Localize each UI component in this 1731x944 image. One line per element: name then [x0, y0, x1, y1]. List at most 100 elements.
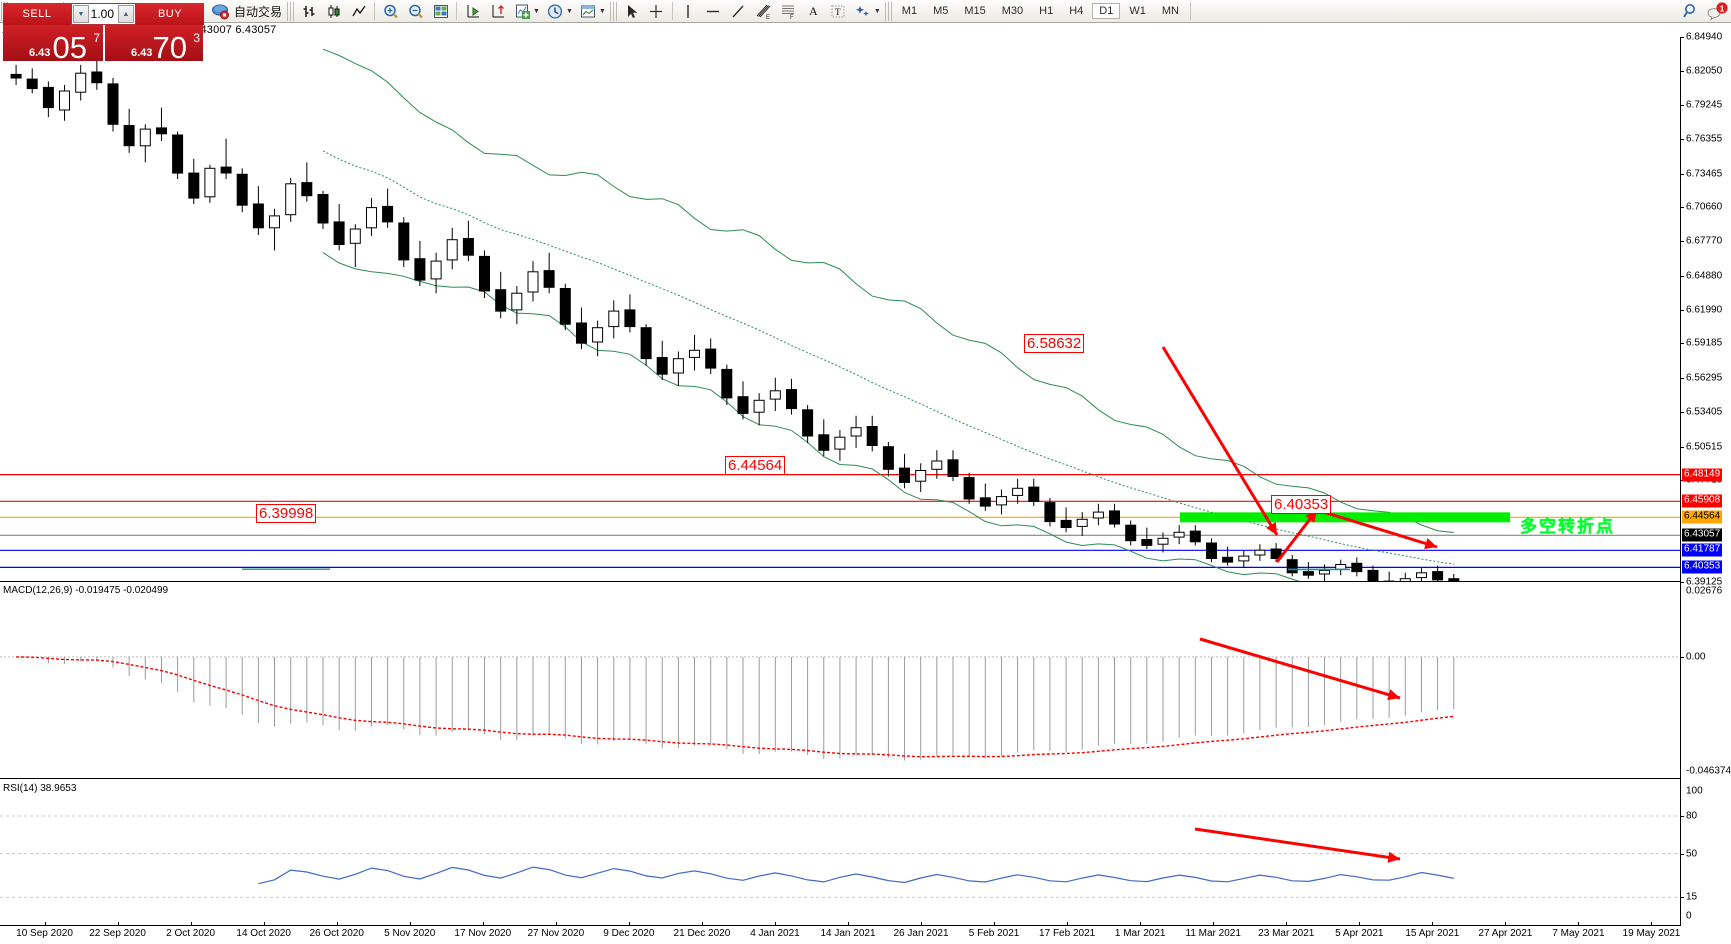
toolbar-grip-3[interactable]	[609, 1, 617, 21]
data-window-icon[interactable]	[428, 1, 453, 22]
zoom-out-icon[interactable]	[403, 1, 428, 22]
price-level-label[interactable]: 6.45908	[1682, 494, 1723, 508]
date-axis-tick: 14 Oct 2020	[236, 928, 291, 939]
date-axis-tick: 26 Jan 2021	[893, 928, 949, 939]
notifications-icon[interactable]: 1	[1703, 1, 1731, 22]
annotation-low-label[interactable]: 6.40353	[1271, 495, 1332, 514]
macd-pane[interactable]: MACD(12,26,9) -0.019475 -0.020499	[0, 583, 1680, 779]
date-axis-tick: 5 Nov 2020	[384, 928, 436, 939]
crosshair-icon[interactable]	[644, 1, 669, 22]
fibonacci-icon[interactable]: F	[776, 1, 801, 22]
indicators-icon[interactable]	[510, 1, 535, 22]
zoom-in-icon[interactable]	[378, 1, 403, 22]
date-axis-tick: 17 Feb 2021	[1039, 928, 1096, 939]
date-axis-tickmark	[1578, 922, 1580, 926]
price-axis-tick: 6.61990	[1686, 304, 1723, 316]
price-pane[interactable]	[0, 37, 1680, 582]
line-chart-icon[interactable]	[346, 1, 371, 22]
svg-text:1: 1	[1720, 4, 1725, 13]
periods-dropdown-arrow[interactable]: ▼	[565, 7, 573, 15]
equidistant-channel-icon[interactable]: E	[751, 1, 776, 22]
horizontal-line-icon[interactable]	[701, 1, 726, 22]
auto-scroll-icon[interactable]	[460, 1, 485, 22]
annotation-chinese-note[interactable]: 多空转折点	[1520, 517, 1615, 537]
date-axis-tick: 23 Mar 2021	[1258, 928, 1315, 939]
symbol-info-bar: USDCNH-,Daily 6.44026 6.44130 6.43007 6.…	[0, 23, 1731, 37]
price-axis-tick: 6.73465	[1686, 168, 1723, 179]
timeframe-m15[interactable]: M15	[964, 5, 986, 17]
text-label-icon[interactable]: T	[826, 1, 851, 22]
timeframe-d1[interactable]: D1	[1092, 3, 1121, 19]
buy-button[interactable]: BUY	[136, 3, 204, 25]
one-click-trade-panel[interactable]: SELL ▼ 1.00 ▲ BUY 6.43 05 7 6.43 70 3	[3, 3, 204, 63]
timeframe-w1[interactable]: W1	[1129, 5, 1146, 17]
buy-price-prefix: 6.43	[131, 47, 153, 59]
price-axis-tickmark	[1681, 412, 1684, 414]
price-level-label[interactable]: 6.44564	[1682, 510, 1723, 524]
periods-icon[interactable]	[543, 1, 568, 22]
toolbar-grip-2[interactable]	[287, 1, 295, 21]
date-axis-tickmark	[1432, 922, 1434, 926]
macd-title: MACD(12,26,9) -0.019475 -0.020499	[3, 585, 169, 596]
rsi-pane[interactable]: RSI(14) 38.9653	[0, 781, 1680, 926]
volume-value[interactable]: 1.00	[90, 7, 114, 21]
price-axis-tickmark	[1681, 173, 1684, 175]
templates-icon[interactable]	[576, 1, 601, 22]
date-axis-tickmark	[117, 922, 119, 926]
timeframe-h4[interactable]: H4	[1069, 5, 1084, 17]
rsi-axis-tickmark	[1681, 853, 1684, 855]
price-axis-tickmark	[1681, 37, 1684, 38]
objects-dropdown-arrow[interactable]: ▼	[873, 7, 881, 15]
date-axis[interactable]: 10 Sep 2020 22 Sep 2020 2 Oct 2020 14 Oct 2…	[0, 922, 1731, 944]
timeframe-m1[interactable]: M1	[901, 5, 918, 17]
price-axis[interactable]: 6.84940 6.82050 6.79245 6.76355 6.73465 6.706…	[1680, 32, 1731, 926]
volume-field[interactable]: ▼ 1.00 ▲	[71, 3, 136, 25]
volume-increment-button[interactable]: ▲	[118, 5, 134, 23]
price-level-label[interactable]: 6.41787	[1682, 543, 1723, 557]
toolbar-separator-3	[456, 2, 458, 20]
text-icon[interactable]: A	[809, 3, 818, 18]
annotation-pivot-label[interactable]: 6.44564	[725, 456, 786, 475]
timeframe-m30[interactable]: M30	[1001, 5, 1024, 17]
rsi-axis-tick: 100	[1686, 785, 1703, 797]
timeframe-h1[interactable]: H1	[1039, 5, 1054, 17]
macd-axis-tickmark	[1681, 656, 1684, 658]
price-axis-tickmark	[1681, 206, 1684, 208]
price-level-label[interactable]: 6.40353	[1682, 560, 1723, 574]
autotrading-icon[interactable]	[208, 1, 233, 22]
annotation-bottom-label[interactable]: 6.39998	[256, 504, 317, 523]
bar-chart-icon[interactable]	[296, 1, 321, 22]
volume-decrement-button[interactable]: ▼	[73, 5, 89, 23]
annotation-high-label[interactable]: 6.58632	[1024, 334, 1085, 353]
timeframe-mn[interactable]: MN	[1161, 5, 1179, 17]
price-level-label[interactable]: 6.48149	[1682, 468, 1723, 482]
chart-container: MACD(12,26,9) -0.019475 -0.020499 RSI(14…	[0, 32, 1731, 944]
macd-axis-tick: -0.046374	[1686, 765, 1731, 777]
price-level-label[interactable]: 6.43057	[1682, 528, 1723, 542]
timeframe-m5[interactable]: M5	[933, 5, 949, 17]
price-axis-tick: 6.76355	[1686, 133, 1723, 145]
price-axis-tickmark	[1681, 104, 1684, 106]
price-axis-tickmark	[1681, 446, 1684, 448]
templates-dropdown-arrow[interactable]: ▼	[598, 7, 606, 15]
cursor-icon[interactable]	[619, 1, 644, 22]
vertical-line-icon[interactable]	[676, 1, 701, 22]
trendline-icon[interactable]	[726, 1, 751, 22]
buy-price-pip: 3	[193, 31, 200, 45]
sell-price-quote[interactable]: 6.43 05 7	[3, 25, 103, 63]
toolbar-grip-4[interactable]	[884, 1, 892, 21]
autotrading-label[interactable]: 自动交易	[234, 4, 283, 19]
date-axis-tick: 1 Mar 2021	[1114, 928, 1166, 939]
date-axis-tick: 26 Oct 2020	[309, 928, 364, 939]
price-axis-tick: 6.82050	[1686, 65, 1723, 77]
date-axis-tick: 17 Nov 2020	[454, 928, 512, 939]
objects-icon[interactable]	[851, 1, 876, 22]
buy-price-quote[interactable]: 6.43 70 3	[103, 25, 203, 63]
rsi-axis-tick: 80	[1686, 810, 1698, 822]
chart-shift-icon[interactable]	[485, 1, 510, 22]
sell-button[interactable]: SELL	[3, 3, 71, 25]
candlestick-chart-icon[interactable]	[321, 1, 346, 22]
indicators-dropdown-arrow[interactable]: ▼	[533, 7, 540, 15]
search-icon[interactable]	[1678, 1, 1703, 22]
date-axis-tickmark	[190, 922, 192, 926]
